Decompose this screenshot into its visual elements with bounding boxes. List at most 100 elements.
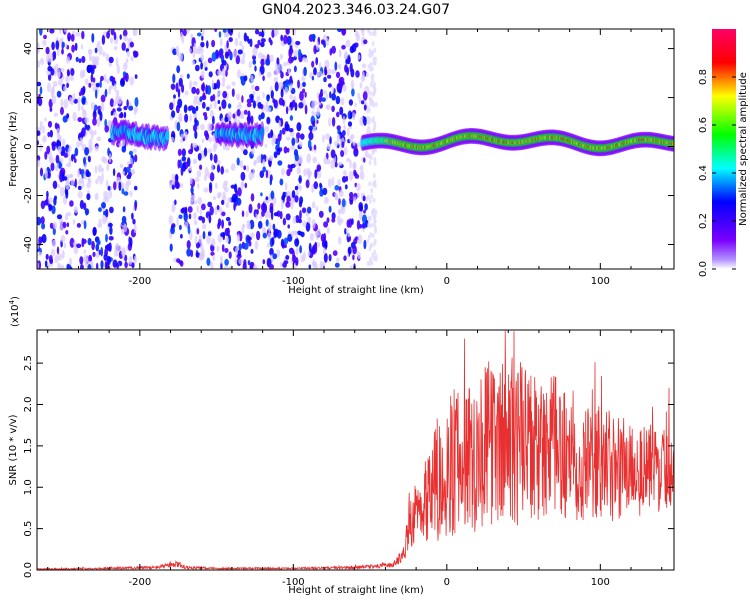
- spectrogram-noise-cell: [367, 153, 371, 159]
- spectrogram-noise-cell: [347, 121, 353, 127]
- spectrogram-noise-cell: [272, 253, 278, 260]
- spectrogram-noise-cell: [75, 31, 81, 37]
- spectrogram-noise-cell: [131, 168, 135, 176]
- spectrogram-noise-cell: [349, 265, 353, 269]
- spectrogram-noise-cell: [56, 163, 60, 168]
- spectrogram-noise-cell: [289, 94, 293, 100]
- spectrogram-noise-cell: [188, 165, 193, 171]
- spectrogram-noise-cell: [349, 199, 354, 205]
- spectrogram-noise-cell: [121, 220, 125, 226]
- spectrogram-noise-cell: [90, 102, 95, 110]
- spectrogram-noise-cell: [352, 112, 356, 121]
- spectrogram-noise-cell: [194, 235, 198, 245]
- spectrogram-noise-cell: [332, 250, 338, 256]
- spectrogram-noise-cell: [322, 134, 325, 143]
- spectrogram-noise-cell: [63, 152, 69, 158]
- snr-scale-close: ): [10, 296, 21, 300]
- spectrogram-noise-cell: [287, 68, 291, 75]
- spectrogram-noise-cell: [199, 96, 203, 102]
- spectrogram-noise-cell: [118, 142, 123, 148]
- spectrogram-noise-cell: [362, 195, 366, 202]
- spectrogram-noise-cell: [199, 208, 203, 216]
- colorbar-tick-label: 0.4: [698, 165, 709, 181]
- spectrogram-noise-cell: [203, 174, 208, 181]
- spectrogram-noise-cell: [372, 173, 376, 179]
- spectrogram-noise-cell: [269, 206, 274, 214]
- snr-series-line: [37, 330, 674, 570]
- spectrogram-noise-cell: [80, 44, 84, 50]
- spectrogram-noise-cell: [174, 199, 177, 206]
- spectrogram-noise-cell: [224, 51, 229, 59]
- spectrogram-noise-cell: [105, 245, 108, 250]
- spectrogram-noise-cell: [373, 121, 377, 126]
- spectrogram-noise-cell: [242, 262, 247, 269]
- spectrogram-noise-cell: [361, 100, 365, 105]
- spectrogram-noise-cell: [221, 68, 226, 77]
- spectrogram-noise-cell: [211, 162, 214, 173]
- spectrogram-noise-cell: [371, 118, 374, 124]
- spectrogram-noise-cell: [53, 70, 57, 77]
- spectrogram-noise-cell: [92, 110, 97, 120]
- spectrogram-noise-cell: [122, 206, 126, 213]
- spectrogram-noise-cell: [348, 99, 353, 106]
- spectrogram-noise-cell: [176, 121, 181, 132]
- spectrogram-noise-cell: [227, 103, 232, 109]
- spectrogram-noise-cell: [338, 63, 342, 70]
- spectrogram-noise-cell: [349, 111, 353, 119]
- spectrogram-noise-cell: [70, 173, 74, 179]
- spectrogram-noise-cell: [213, 153, 218, 164]
- spectrogram-noise-cell: [287, 224, 291, 229]
- spectrogram-noise-cell: [328, 254, 332, 262]
- spectrogram-noise-cell: [240, 144, 245, 152]
- spectrogram-noise-cell: [192, 49, 196, 59]
- spectrogram-noise-cell: [57, 184, 61, 189]
- spectrogram-noise-cell: [243, 109, 248, 115]
- spectrogram-noise-cell: [102, 51, 106, 57]
- spectrogram-noise-cell: [291, 99, 296, 108]
- spectrogram-noise-cell: [76, 141, 81, 148]
- spectrogram-noise-cell: [204, 66, 208, 71]
- spectrogram-noise-cell: [257, 101, 262, 109]
- spectrogram-noise-cell: [293, 49, 299, 58]
- spectrogram-noise-cell: [311, 33, 316, 41]
- spectrogram-noise-cell: [214, 29, 218, 33]
- spectrogram-noise-cell: [302, 98, 306, 106]
- spectrogram-noise-cell: [134, 74, 138, 79]
- spectrogram-noise-cell: [254, 85, 260, 92]
- spectrogram-noise-cell: [81, 30, 85, 40]
- spectrogram-noise-cell: [104, 125, 109, 133]
- spectrogram-noise-cell: [311, 76, 315, 81]
- spectrogram-noise-cell: [65, 189, 69, 199]
- spectrogram-noise-cell: [260, 58, 265, 67]
- spectrogram-noise-cell: [211, 238, 216, 247]
- spectrogram-noise-cell: [285, 29, 289, 34]
- spectrogram-noise-cell: [349, 62, 353, 73]
- spectrogram-noise-cell: [252, 59, 257, 65]
- spectrogram-noise-cell: [349, 191, 354, 199]
- spectrogram-noise-cell: [191, 60, 195, 66]
- spectrogram-noise-cell: [106, 31, 110, 39]
- spectrogram-noise-cell: [48, 204, 53, 211]
- snr-panel: -200 -100 0 100 0.0 0.5 1.0 1.5 2.0 2.5 Height o…: [8, 296, 675, 596]
- spectrogram-noise-cell: [223, 265, 229, 269]
- spectrogram-noise-cell: [250, 75, 254, 83]
- spectrogram-noise-cell: [357, 251, 361, 259]
- spectrogram-noise-cell: [63, 242, 67, 249]
- spectrogram-noise-cell: [340, 97, 345, 106]
- spectrogram-noise-cell: [200, 62, 204, 70]
- spectrogram-noise-cell: [95, 252, 100, 258]
- spectrogram-noise-cell: [226, 85, 231, 90]
- spectrogram-noise-cell: [283, 260, 289, 265]
- spectrogram-noise-cell: [200, 41, 205, 48]
- spectrogram-noise-cell: [256, 156, 261, 164]
- spectrogram-noise-cell: [213, 99, 217, 109]
- spectrogram-noise-cell: [77, 96, 81, 104]
- spectrogram-noise-cell: [206, 235, 211, 244]
- spectrogram-noise-cell: [277, 160, 283, 166]
- spectrogram-noise-cell: [183, 104, 188, 114]
- spectrogram-noise-cell: [264, 125, 270, 133]
- spectrogram-noise-cell: [202, 223, 207, 230]
- spectrogram-noise-cell: [113, 31, 117, 41]
- spectrogram-noise-cell: [134, 201, 137, 211]
- spectrogram-noise-cell: [37, 262, 40, 269]
